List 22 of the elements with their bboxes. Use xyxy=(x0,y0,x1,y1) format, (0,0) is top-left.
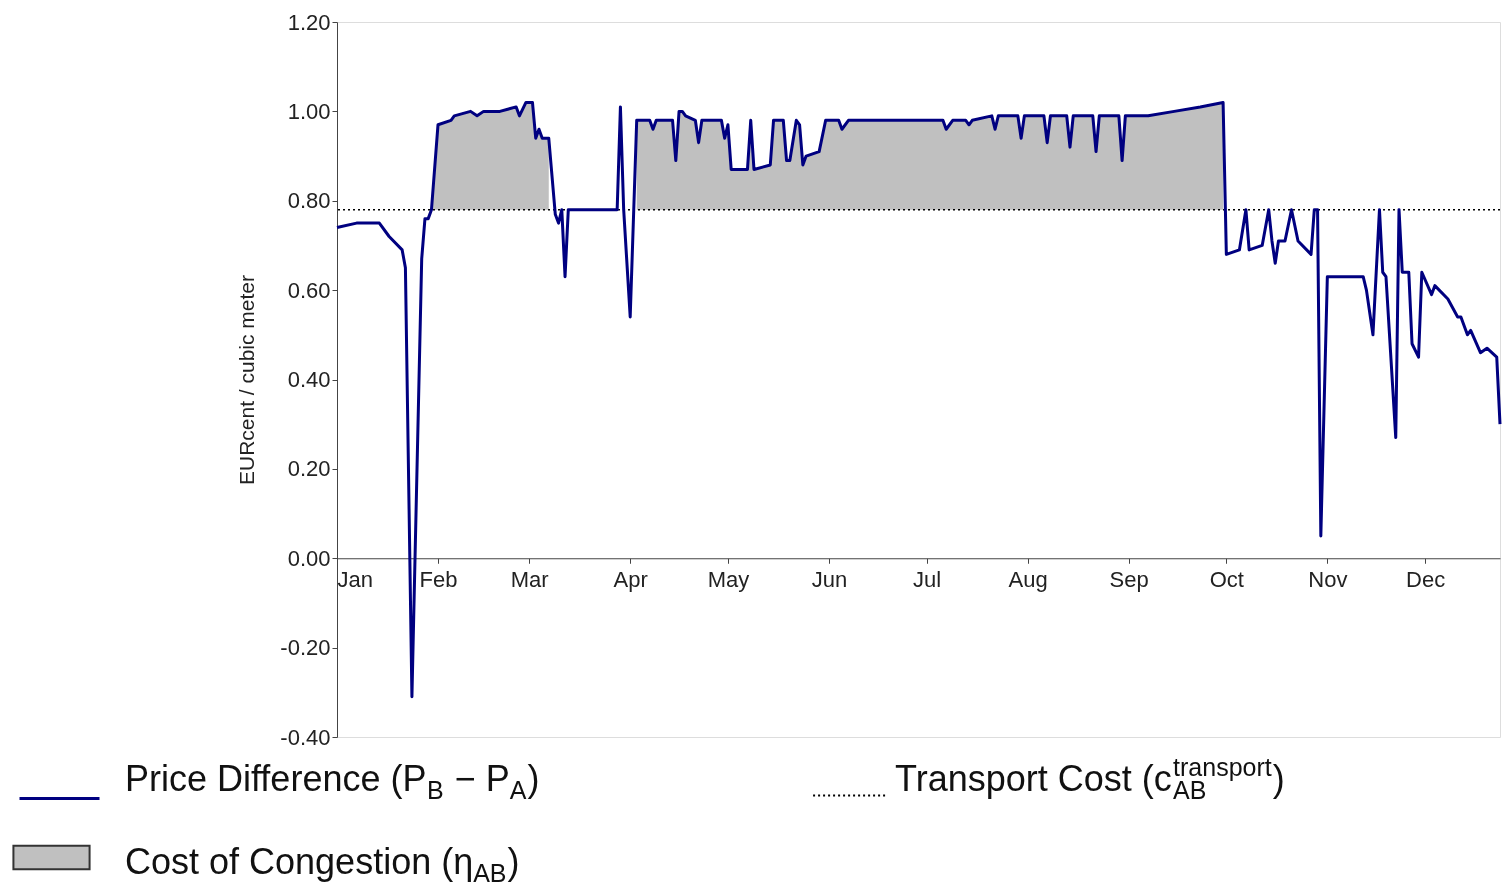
x-tick-label: Mar xyxy=(510,566,549,592)
y-tick-label: 1.20 xyxy=(287,9,331,35)
y-tick-label: 0.00 xyxy=(287,545,331,571)
y-tick-label: 0.60 xyxy=(287,277,331,303)
x-tick-label: Nov xyxy=(1308,566,1348,592)
y-tick-label: -0.20 xyxy=(280,635,331,661)
x-tick-label: May xyxy=(707,566,750,592)
x-tick-label: Sep xyxy=(1109,566,1149,592)
x-tick-label: Jul xyxy=(913,566,942,592)
x-tick-label: Dec xyxy=(1406,566,1446,592)
x-tick-label: Feb xyxy=(419,566,458,592)
y-tick-label: 0.40 xyxy=(287,367,331,392)
y-tick-label: 0.80 xyxy=(287,188,331,214)
x-tick-label: Aug xyxy=(1008,566,1048,592)
y-tick-label: 0.20 xyxy=(287,456,331,482)
y-tick-label: -0.40 xyxy=(280,724,331,750)
x-tick-label: Apr xyxy=(613,566,648,592)
x-tick-label: Oct xyxy=(1209,566,1244,592)
y-axis-title: EURcent / cubic meter xyxy=(235,274,259,486)
x-tick-label: Jan xyxy=(337,566,373,592)
y-tick-label: 1.00 xyxy=(287,98,331,124)
x-tick-label: Jun xyxy=(811,566,848,592)
